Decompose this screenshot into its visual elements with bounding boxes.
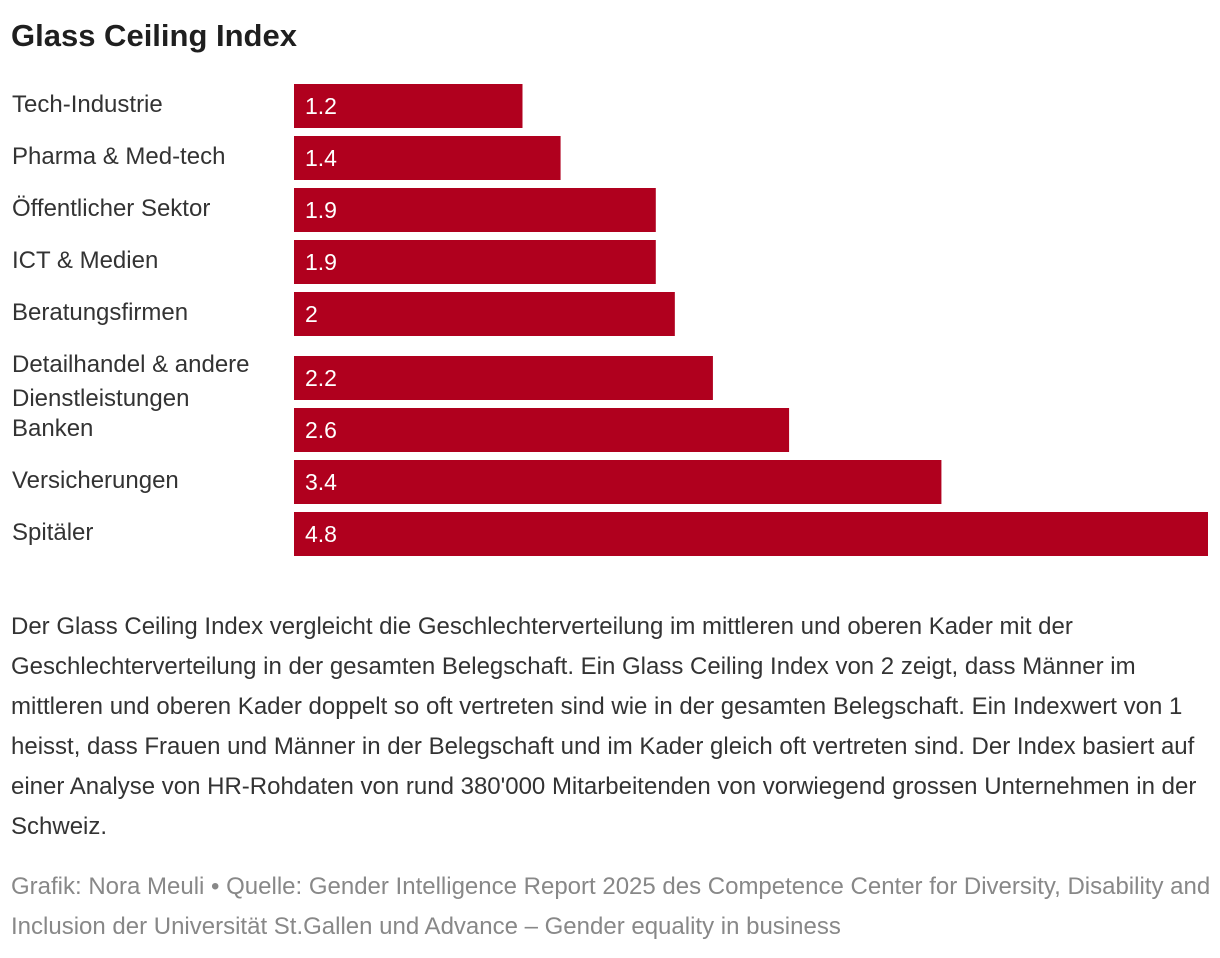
bar	[294, 84, 523, 128]
bar-value-label: 1.9	[305, 197, 337, 223]
category-label-line: Tech-Industrie	[12, 91, 163, 118]
bar	[294, 292, 675, 336]
category-label: Beratungsfirmen	[12, 299, 188, 326]
category-label: ICT & Medien	[12, 247, 158, 274]
bar-value-label: 2.6	[305, 417, 337, 443]
chart-description: Der Glass Ceiling Index vergleicht die G…	[11, 613, 1197, 840]
category-label-line: Detailhandel & andere	[12, 351, 250, 378]
category-label-line: Beratungsfirmen	[12, 299, 188, 326]
category-label: Öffentlicher Sektor	[12, 195, 210, 222]
bar	[294, 188, 656, 232]
bar	[294, 408, 790, 452]
category-label: Versicherungen	[12, 467, 179, 494]
category-label-line: Öffentlicher Sektor	[12, 195, 210, 222]
category-label-line: Pharma & Med-tech	[12, 143, 225, 170]
bar-value-label: 1.2	[305, 93, 337, 119]
category-label: Pharma & Med-tech	[12, 143, 225, 170]
chart-title: Glass Ceiling Index	[11, 18, 297, 53]
category-label: Banken	[12, 415, 93, 442]
bar	[294, 136, 561, 180]
bar	[294, 240, 656, 284]
bar	[294, 356, 713, 400]
category-label-line: Dienstleistungen	[12, 385, 189, 412]
category-label-line: Banken	[12, 415, 93, 442]
category-label: Spitäler	[12, 519, 93, 546]
chart-source: Grafik: Nora Meuli • Quelle: Gender Inte…	[11, 873, 1211, 940]
bar-value-label: 4.8	[305, 521, 337, 547]
bar-value-label: 1.4	[305, 145, 337, 171]
category-label: Tech-Industrie	[12, 91, 163, 118]
category-label-line: Spitäler	[12, 519, 93, 546]
category-label-line: ICT & Medien	[12, 247, 158, 274]
category-label: Detailhandel & andere Dienstleistungen	[12, 351, 250, 412]
bar-value-label: 2	[305, 301, 318, 327]
bar-chart: 1.2 Tech-Industrie 1.4 Pharma & Med-tech 1.9…	[12, 84, 1208, 556]
bar-value-label: 2.2	[305, 365, 337, 391]
bar	[294, 512, 1208, 556]
bar-value-label: 3.4	[305, 469, 337, 495]
bar-value-label: 1.9	[305, 249, 337, 275]
bar	[294, 460, 942, 504]
category-label-line: Versicherungen	[12, 467, 179, 494]
